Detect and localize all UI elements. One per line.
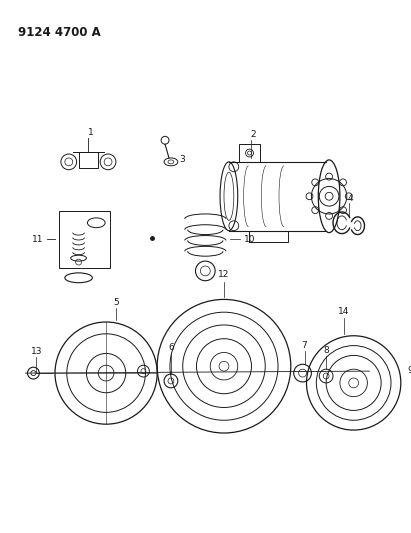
Bar bbox=[59, 211, 110, 268]
Text: 8: 8 bbox=[323, 346, 329, 355]
Text: 3: 3 bbox=[179, 156, 185, 164]
Text: 6: 6 bbox=[168, 343, 174, 352]
Text: 10: 10 bbox=[244, 235, 255, 244]
Text: 5: 5 bbox=[113, 298, 119, 307]
Text: 2: 2 bbox=[251, 130, 256, 139]
Text: 12: 12 bbox=[218, 270, 230, 279]
Text: 1: 1 bbox=[88, 128, 93, 137]
Text: 4: 4 bbox=[348, 193, 353, 203]
Text: 9: 9 bbox=[408, 366, 411, 375]
Text: 9124 4700 A: 9124 4700 A bbox=[18, 26, 100, 39]
Text: 11: 11 bbox=[32, 235, 43, 244]
Text: 14: 14 bbox=[338, 306, 349, 316]
Bar bbox=[79, 152, 98, 168]
Text: 13: 13 bbox=[30, 347, 42, 356]
Text: 7: 7 bbox=[302, 341, 307, 350]
Bar bbox=[239, 144, 260, 162]
Bar bbox=[249, 231, 288, 243]
